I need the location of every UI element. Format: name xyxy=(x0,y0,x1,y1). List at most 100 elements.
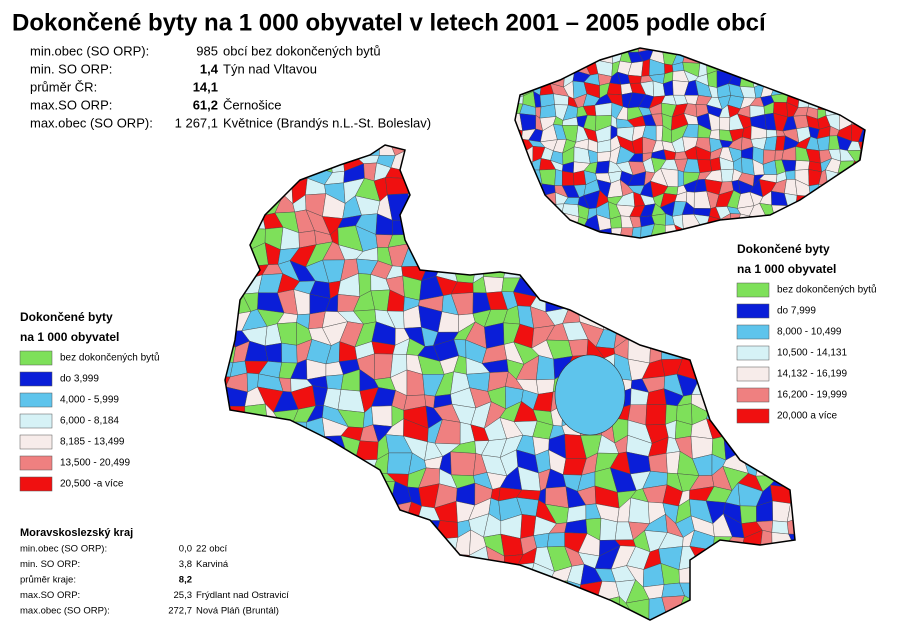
municipality xyxy=(391,578,409,605)
municipality xyxy=(454,615,475,620)
municipality xyxy=(418,583,442,599)
municipality xyxy=(515,183,523,196)
municipality xyxy=(346,598,358,617)
municipality xyxy=(826,48,844,52)
stat-label: max.obec (SO ORP): xyxy=(20,606,110,617)
municipality xyxy=(418,562,442,585)
municipality xyxy=(825,227,838,238)
municipality xyxy=(825,93,842,111)
municipality xyxy=(449,213,473,235)
municipality xyxy=(470,213,488,230)
municipality xyxy=(606,82,622,95)
municipality xyxy=(585,258,601,285)
municipality xyxy=(264,342,282,363)
municipality xyxy=(705,597,727,615)
municipality xyxy=(354,145,380,156)
stat-note: Karviná xyxy=(196,559,229,570)
municipality xyxy=(553,58,568,74)
legend-label: 8,185 - 13,499 xyxy=(60,437,125,448)
municipality xyxy=(631,226,642,238)
municipality xyxy=(749,225,764,238)
municipality xyxy=(764,51,777,62)
municipality xyxy=(650,322,663,348)
municipality xyxy=(616,313,637,332)
stat-label: min. SO ORP: xyxy=(20,559,80,570)
municipality xyxy=(608,48,624,49)
stat-note: obcí bez dokončených bytů xyxy=(223,43,381,58)
municipality xyxy=(531,234,546,238)
municipality xyxy=(600,244,621,269)
legend-title: na 1 000 obyvatel xyxy=(20,330,119,344)
municipality xyxy=(772,216,795,230)
municipality xyxy=(541,53,554,65)
municipality xyxy=(409,231,427,250)
municipality xyxy=(759,546,773,573)
municipality xyxy=(225,212,237,237)
municipality xyxy=(849,224,861,238)
legend-swatch xyxy=(19,476,53,492)
municipality xyxy=(225,513,236,536)
municipality xyxy=(694,310,713,332)
municipality xyxy=(409,215,426,235)
municipality xyxy=(529,199,549,217)
municipality xyxy=(597,151,612,163)
legend-label: do 3,999 xyxy=(60,374,99,385)
municipality xyxy=(600,314,620,331)
municipality xyxy=(625,312,652,329)
municipality xyxy=(258,145,283,155)
municipality xyxy=(770,484,793,504)
municipality xyxy=(763,58,777,77)
municipality xyxy=(517,70,536,86)
municipality xyxy=(705,580,730,603)
municipality xyxy=(225,145,230,150)
municipality xyxy=(566,597,580,620)
municipality xyxy=(339,611,360,620)
municipality xyxy=(277,504,301,519)
municipality xyxy=(340,516,365,540)
municipality xyxy=(858,217,865,229)
municipality xyxy=(360,466,373,492)
municipality xyxy=(719,117,731,131)
municipality xyxy=(794,451,795,474)
municipality xyxy=(772,226,785,238)
municipality xyxy=(751,48,767,52)
municipality xyxy=(258,164,282,189)
municipality xyxy=(403,549,429,571)
stat-value: 0,0 xyxy=(179,544,192,555)
municipality xyxy=(356,596,379,612)
municipality xyxy=(454,578,476,601)
municipality xyxy=(719,48,731,54)
stat-value: 25,3 xyxy=(174,590,193,601)
municipality xyxy=(504,241,523,266)
stat-value: 1,4 xyxy=(200,61,219,76)
municipality xyxy=(225,165,252,189)
municipality xyxy=(242,530,264,550)
municipality xyxy=(814,48,829,63)
municipality xyxy=(273,146,298,167)
municipality xyxy=(404,530,429,551)
municipality xyxy=(860,191,865,206)
municipality xyxy=(685,236,698,238)
municipality xyxy=(785,433,795,460)
municipality xyxy=(764,48,776,54)
municipality xyxy=(358,538,379,553)
municipality xyxy=(342,145,362,156)
municipality xyxy=(582,241,604,266)
municipality xyxy=(851,102,865,119)
municipality xyxy=(243,435,268,459)
municipality xyxy=(795,48,811,53)
municipality xyxy=(456,147,474,168)
region-outline xyxy=(224,144,796,621)
municipality xyxy=(729,52,739,66)
municipality xyxy=(518,51,531,63)
municipality xyxy=(278,515,301,538)
municipality xyxy=(454,166,477,188)
municipality xyxy=(674,290,701,313)
municipality xyxy=(645,275,664,294)
municipality xyxy=(289,515,312,536)
municipality xyxy=(515,60,523,74)
municipality xyxy=(225,435,229,458)
municipality xyxy=(294,474,313,488)
municipality xyxy=(375,596,396,615)
legend-label: 20,000 a více xyxy=(777,411,837,422)
